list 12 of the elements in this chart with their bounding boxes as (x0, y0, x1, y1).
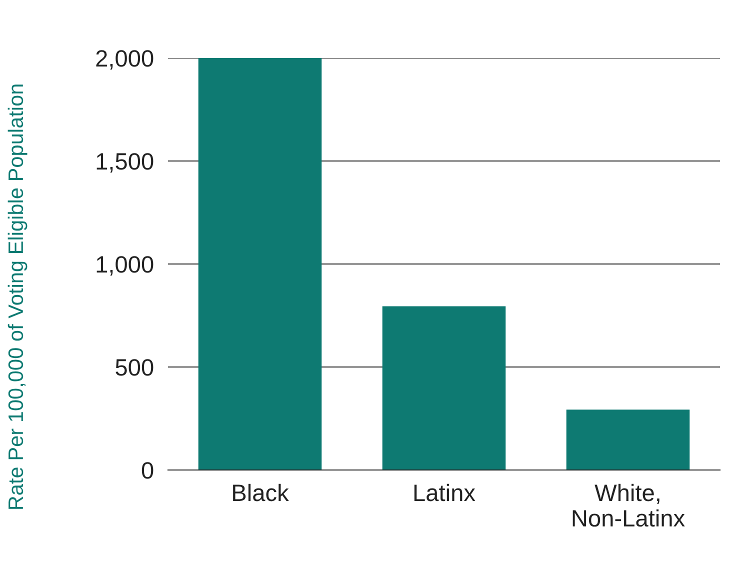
y-tick-label: 2,000 (96, 50, 154, 70)
y-tick-label: 0 (142, 462, 154, 479)
x-tick-label: White, Non-Latinx (572, 484, 685, 527)
bar (566, 410, 690, 470)
y-tick-label: 1,000 (96, 256, 154, 276)
y-axis-title: Rate Per 100,000 of Voting Eligible Population (8, 84, 28, 509)
y-tick-label: 500 (116, 359, 154, 376)
bar (198, 58, 322, 470)
x-tick-label: Black (233, 484, 289, 502)
x-tick-label: Latinx (414, 484, 476, 502)
bar (382, 306, 506, 470)
y-tick-label: 1,500 (96, 153, 154, 173)
